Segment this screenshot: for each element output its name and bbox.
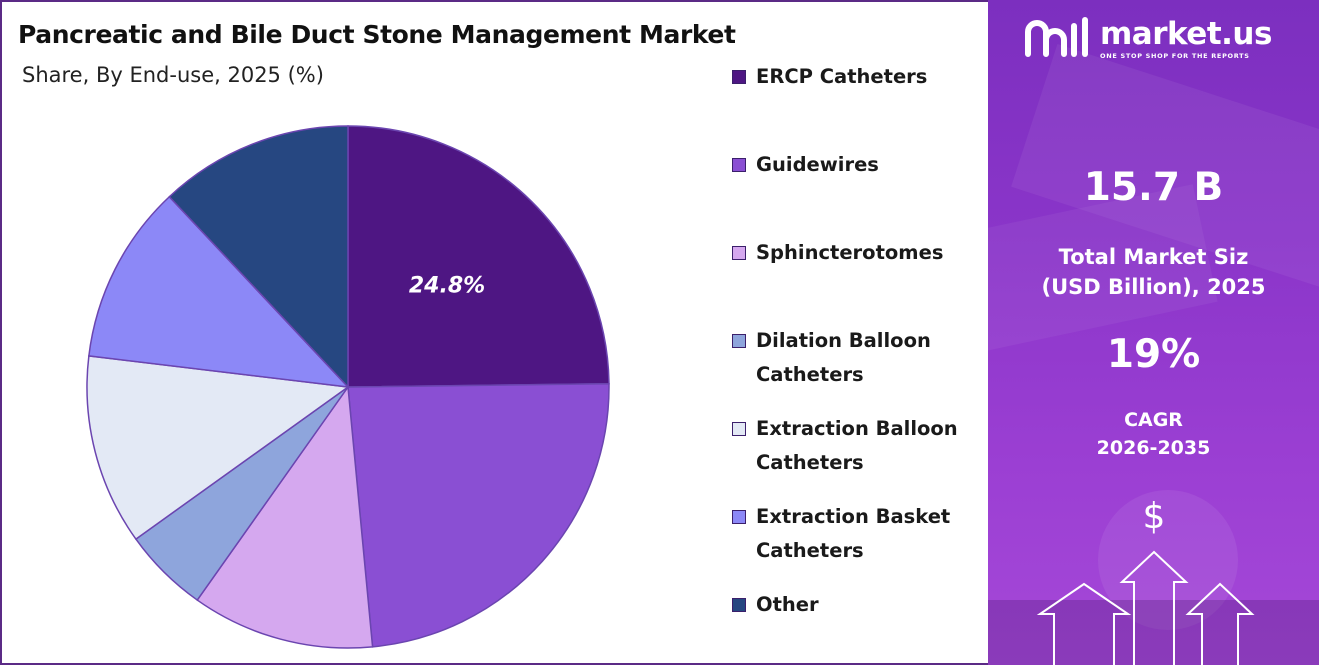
legend-swatch xyxy=(732,598,746,612)
legend-swatch xyxy=(732,158,746,172)
legend-label: Extraction Basket Catheters xyxy=(756,500,986,568)
summary-panel: market.us ONE STOP SHOP FOR THE REPORTS … xyxy=(988,0,1319,665)
brand-logo: market.us ONE STOP SHOP FOR THE REPORTS xyxy=(1022,14,1292,64)
legend-label-line: Guidewires xyxy=(756,153,879,176)
legend-label-line: Catheters xyxy=(756,539,864,562)
cagr-value: 19% xyxy=(1106,332,1201,377)
pie-chart: 24.8% xyxy=(86,125,610,649)
growth-arrows: $ xyxy=(1036,496,1255,665)
legend-swatch xyxy=(732,70,746,84)
legend-swatch xyxy=(732,422,746,436)
up-arrow-icon xyxy=(1185,582,1255,665)
cagr-label-line2: 2026-2035 xyxy=(1096,437,1211,459)
legend-label-line: Catheters xyxy=(756,363,864,386)
market-us-logo-icon xyxy=(1025,17,1088,57)
brand-tagline: ONE STOP SHOP FOR THE REPORTS xyxy=(1100,52,1250,60)
pie-slice-sphincterotomes xyxy=(196,384,374,649)
pie-slice-guidewires xyxy=(347,382,610,648)
legend-label: Dilation Balloon Catheters xyxy=(756,324,986,392)
legend-swatch xyxy=(732,510,746,524)
market-size-label-line1: Total Market Siz xyxy=(1058,245,1249,269)
chart-subtitle: Share, By End-use, 2025 (%) xyxy=(22,63,324,87)
legend-label-line: ERCP Catheters xyxy=(756,65,928,88)
pie-slice-extraction-basket-catheters xyxy=(88,195,350,388)
pie-slice-ercp-catheters xyxy=(347,125,610,388)
pie-slice-other xyxy=(168,125,349,389)
legend-label: ERCP Catheters xyxy=(756,60,986,94)
dollar-icon: $ xyxy=(1143,496,1166,537)
legend-label: Extraction Balloon Catheters xyxy=(756,412,986,480)
market-size-value: 15.7 B xyxy=(1083,165,1224,210)
legend-label-line: Sphincterotomes xyxy=(756,241,944,264)
pie-data-label: 24.8% xyxy=(409,274,485,299)
legend-swatch xyxy=(732,334,746,348)
chart-panel: Pancreatic and Bile Duct Stone Managemen… xyxy=(0,0,988,665)
market-size-label: Total Market Siz (USD Billion), 2025 xyxy=(988,242,1319,302)
legend-label-line: Catheters xyxy=(756,451,864,474)
legend-label: Other xyxy=(756,588,986,622)
legend-label-line: Extraction Balloon xyxy=(756,417,958,440)
legend-label-line: Dilation Balloon xyxy=(756,329,931,352)
up-arrow-icon xyxy=(1119,550,1189,665)
cagr-label-line1: CAGR xyxy=(1124,409,1183,431)
cagr-label: CAGR 2026-2035 xyxy=(988,406,1319,462)
legend-label-line: Extraction Basket xyxy=(756,505,951,528)
chart-title: Pancreatic and Bile Duct Stone Managemen… xyxy=(18,20,736,49)
legend-label: Guidewires xyxy=(756,148,986,182)
market-size-label-line2: (USD Billion), 2025 xyxy=(1041,275,1266,299)
brand-name: market.us xyxy=(1100,16,1272,52)
up-arrow-icon xyxy=(1036,582,1132,665)
legend-label-line: Other xyxy=(756,593,819,616)
legend-label: Sphincterotomes xyxy=(756,236,986,270)
pie-slice-extraction-balloon-catheters xyxy=(86,355,351,541)
background-decoration xyxy=(988,43,1319,665)
legend-swatch xyxy=(732,246,746,260)
